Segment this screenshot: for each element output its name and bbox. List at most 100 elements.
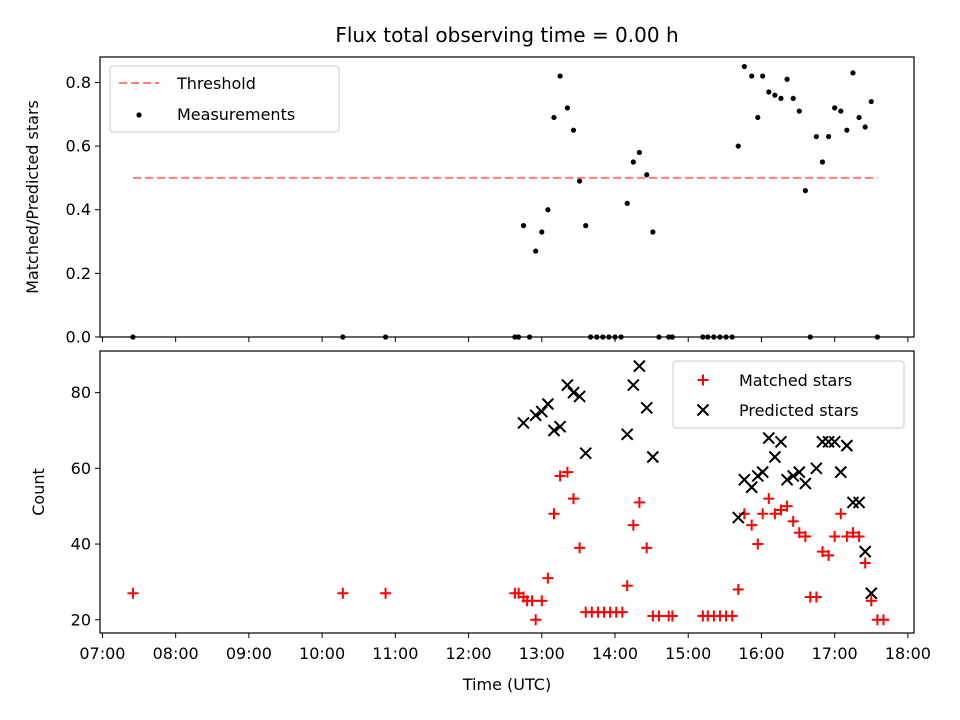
predicted-point (799, 477, 812, 490)
matched-point (763, 493, 775, 505)
top-y-tick-label: 0.0 (66, 328, 91, 347)
measurement-point (755, 114, 761, 121)
cross-stroke (786, 469, 800, 483)
cross-stroke (553, 420, 567, 433)
predicted-point (756, 465, 769, 479)
matched-point (561, 466, 573, 478)
matched-point (757, 508, 769, 520)
matched-point (823, 549, 835, 561)
measurement-point (862, 124, 868, 130)
cross-stroke (579, 446, 592, 460)
measurement-point (533, 248, 539, 254)
cross-stroke (517, 416, 530, 430)
bottom-x-tick-label: 13:00 (519, 644, 565, 663)
predicted-point (774, 435, 788, 449)
matched-point (865, 595, 877, 607)
bottom-x-tick-label: 16:00 (738, 644, 784, 663)
measurement-point (832, 105, 838, 111)
matched-point (641, 542, 653, 554)
cross-stroke (547, 424, 561, 437)
bottom-panel: 20 40 60 80 07:00 08:00 09:00 10:00 11:00 12:00 13… (29, 350, 931, 663)
bottom-y-tick-label: 60 (71, 459, 91, 478)
measurement-point (583, 223, 589, 229)
cross-stroke (535, 405, 548, 418)
bottom-x-tick-label: 17:00 (812, 644, 858, 663)
cross-stroke (840, 439, 854, 452)
predicted-point (745, 481, 758, 494)
measurement-point (819, 159, 826, 165)
measurement-point (772, 92, 778, 98)
predicted-point (553, 420, 567, 433)
matched-point (877, 614, 889, 626)
matched-point (574, 542, 586, 554)
matched-point (726, 610, 738, 622)
cross-stroke (627, 378, 640, 392)
matched-point (536, 595, 548, 607)
measurement-point (868, 98, 874, 105)
measurement-point (630, 159, 636, 165)
predicted-point (858, 545, 872, 558)
matched-point (666, 610, 678, 622)
predicted-point (846, 496, 860, 509)
cross-stroke (696, 403, 710, 417)
legend-predicted-swatch (696, 403, 710, 417)
bottom-x-tick-label: 18:00 (885, 644, 931, 663)
bottom-legend-box (672, 360, 905, 429)
measurement-point (760, 73, 766, 79)
predicted-point (640, 401, 653, 414)
predicted-point (810, 462, 823, 475)
predicted-point (627, 378, 640, 392)
cross-stroke (732, 511, 745, 524)
predicted-point (816, 435, 829, 449)
predicted-point (646, 450, 660, 464)
cross-stroke (738, 473, 751, 486)
matched-point (568, 493, 580, 505)
measurement-point (749, 73, 755, 79)
bottom-x-tick-label: 15:00 (665, 644, 711, 663)
bottom-x-tick-label: 14:00 (592, 644, 638, 663)
predicted-point (793, 465, 806, 479)
cross-stroke (541, 397, 555, 411)
cross-stroke (621, 428, 634, 441)
matched-point (526, 595, 538, 607)
matched-point (793, 527, 805, 539)
matched-point (829, 530, 841, 542)
bottom-x-tick-label: 07:00 (79, 644, 125, 663)
matched-point (781, 500, 793, 512)
cross-stroke (567, 386, 580, 399)
measurement-point (813, 133, 819, 140)
matched-point (853, 530, 865, 542)
measurement-point (796, 108, 802, 114)
predicted-point (579, 446, 592, 460)
cross-stroke (834, 465, 847, 479)
predicted-point (621, 428, 634, 441)
matched-point (732, 583, 744, 595)
top-y-tick-label: 0.2 (66, 264, 91, 283)
predicted-point (732, 511, 745, 524)
top-legend-box (109, 65, 340, 133)
matched-point (746, 519, 758, 531)
cross-stroke (852, 496, 866, 509)
predicted-point (517, 416, 530, 430)
legend-matched-label: Matched stars (739, 371, 852, 390)
cross-stroke (529, 409, 542, 422)
measurement-point (551, 114, 557, 121)
bottom-y-axis-label: Count (29, 468, 48, 516)
predicted-point (547, 424, 561, 437)
matched-point (380, 587, 392, 599)
predicted-point (828, 435, 841, 449)
measurement-point (520, 223, 527, 229)
x-axis-label: Time (UTC) (462, 675, 551, 694)
matched-point (127, 587, 139, 599)
measurement-point (784, 76, 790, 82)
top-y-axis-label: Matched/Predicted stars (23, 100, 42, 294)
predicted-point (567, 386, 580, 399)
bottom-plot-frame (99, 350, 915, 634)
legend-measurement-swatch (136, 112, 142, 118)
matched-point (799, 530, 811, 542)
cross-stroke (865, 587, 878, 600)
cross-stroke (745, 481, 758, 494)
predicted-point (834, 465, 847, 479)
matched-point (841, 530, 853, 542)
